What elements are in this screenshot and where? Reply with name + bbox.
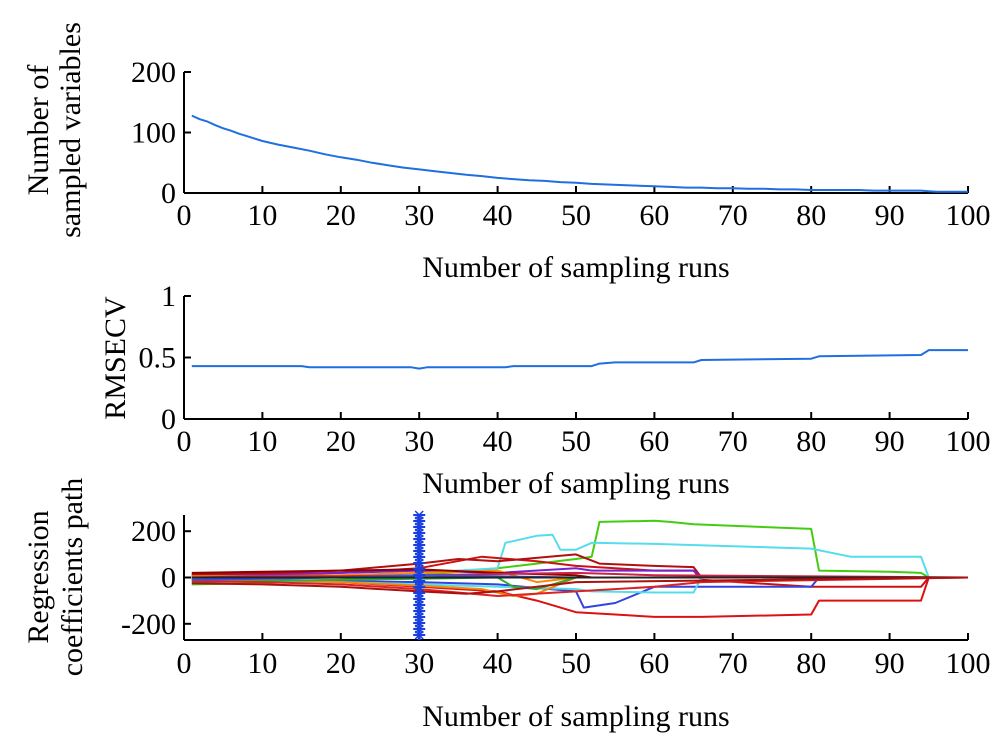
x-tick-label: 90 xyxy=(875,647,905,680)
y-axis-label: coefficients path xyxy=(56,478,89,677)
y-tick-label: 0 xyxy=(161,562,176,595)
x-tick-label: 60 xyxy=(639,425,669,458)
x-tick-label: 0 xyxy=(177,425,192,458)
x-axis-label: Number of sampling runs xyxy=(422,700,729,733)
x-tick-label: 20 xyxy=(326,647,356,680)
x-tick-label: 50 xyxy=(561,647,591,680)
x-tick-label: 40 xyxy=(483,425,513,458)
x-tick-label: 10 xyxy=(247,425,277,458)
y-tick-label: 200 xyxy=(131,56,176,89)
x-tick-label: 90 xyxy=(875,199,905,232)
x-tick-label: 70 xyxy=(718,425,748,458)
series-line-6 xyxy=(191,567,968,579)
series-line-5 xyxy=(191,576,968,609)
x-tick-label: 10 xyxy=(247,199,277,232)
y-tick-label: 0 xyxy=(161,403,176,436)
marker-line xyxy=(413,510,426,640)
series-line-0 xyxy=(191,349,968,370)
x-tick-label: 20 xyxy=(326,425,356,458)
x-tick-label: 20 xyxy=(326,199,356,232)
x-tick-label: 100 xyxy=(946,199,991,232)
x-tick-label: 80 xyxy=(796,199,826,232)
series-line-16 xyxy=(191,576,969,595)
x-tick-label: 50 xyxy=(561,425,591,458)
y-tick-label: 1 xyxy=(161,280,176,313)
x-tick-label: 10 xyxy=(247,647,277,680)
plot-area xyxy=(191,114,968,193)
y-tick-label: 200 xyxy=(131,515,176,548)
x-tick-label: 60 xyxy=(639,647,669,680)
x-axis-label: Number of sampling runs xyxy=(422,251,729,284)
x-tick-label: 60 xyxy=(639,199,669,232)
y-tick-label: 0 xyxy=(161,177,176,210)
x-tick-label: 0 xyxy=(177,647,192,680)
plot-area xyxy=(191,349,968,370)
x-tick-label: 30 xyxy=(404,199,434,232)
x-tick-label: 80 xyxy=(796,425,826,458)
plot-area xyxy=(191,519,969,618)
x-tick-label: 40 xyxy=(483,199,513,232)
x-tick-label: 80 xyxy=(796,647,826,680)
y-tick-label: 100 xyxy=(131,117,176,150)
panel-sampled-variables: 0 10 20 30 40 50 60 70 80 90 100 0 100 200 Number of s… xyxy=(22,22,991,284)
x-tick-label: 100 xyxy=(946,425,991,458)
x-tick-label: 40 xyxy=(483,647,513,680)
x-tick-label: 70 xyxy=(718,647,748,680)
panel-rmsecv: 0 10 20 30 40 50 60 70 80 90 100 0 0.5 1 Number of sam… xyxy=(99,280,991,500)
series-line-0 xyxy=(191,114,968,193)
y-axis-label: Regression xyxy=(22,510,55,643)
x-tick-label: 30 xyxy=(404,647,434,680)
x-tick-label: 30 xyxy=(404,425,434,458)
y-tick-label: 0.5 xyxy=(139,342,177,375)
series-line-12 xyxy=(191,576,969,597)
series-line-13 xyxy=(191,571,969,579)
marker-star-d2 xyxy=(414,630,424,640)
x-tick-label: 100 xyxy=(946,647,991,680)
y-tick-label: -200 xyxy=(121,608,176,641)
y-axis-label: Number of xyxy=(22,65,55,196)
marker-star xyxy=(413,630,426,640)
x-axis-label: Number of sampling runs xyxy=(422,467,729,500)
x-tick-label: 50 xyxy=(561,199,591,232)
x-tick-label: 0 xyxy=(177,199,192,232)
x-tick-label: 70 xyxy=(718,199,748,232)
x-tick-label: 90 xyxy=(875,425,905,458)
y-axis-label: sampled variables xyxy=(54,22,87,238)
y-axis-label: RMSECV xyxy=(99,296,132,420)
